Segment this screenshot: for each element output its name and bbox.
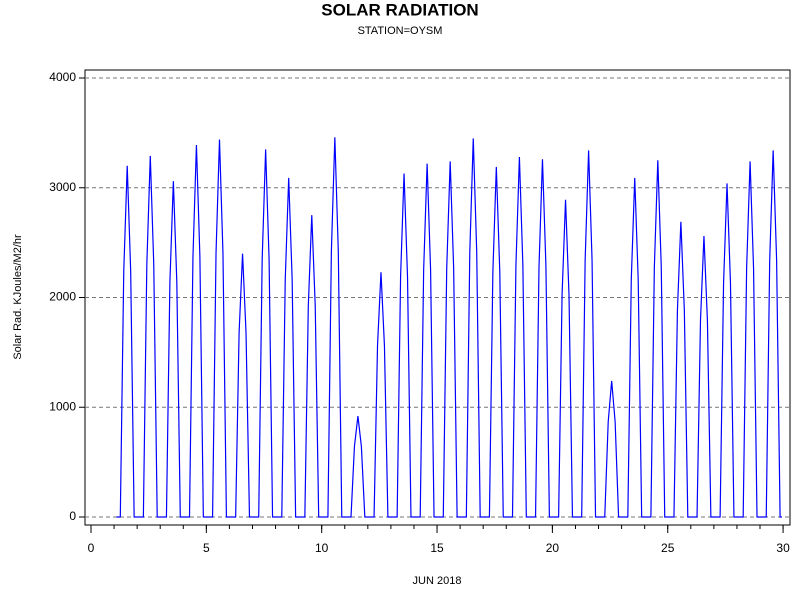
y-tick-label: 0 [69,509,76,523]
x-tick-label: 15 [430,541,444,555]
y-tick-label: 3000 [49,180,76,194]
x-axis-label: JUN 2018 [413,575,462,587]
x-tick-label: 20 [546,541,560,555]
chart-subtitle: STATION=OYSM [358,25,443,37]
data-line [116,137,782,518]
x-tick-label: 5 [203,541,210,555]
y-tick-label: 4000 [49,70,76,84]
x-tick-label: 30 [776,541,790,555]
x-tick-label: 10 [315,541,329,555]
y-tick-label: 1000 [49,399,76,413]
y-tick-label: 2000 [49,290,76,304]
y-axis-label: Solar Rad. KJoules/M2/hr [12,234,24,360]
chart-title: SOLAR RADIATION [321,0,478,19]
x-tick-label: 0 [88,541,95,555]
x-tick-label: 25 [661,541,675,555]
